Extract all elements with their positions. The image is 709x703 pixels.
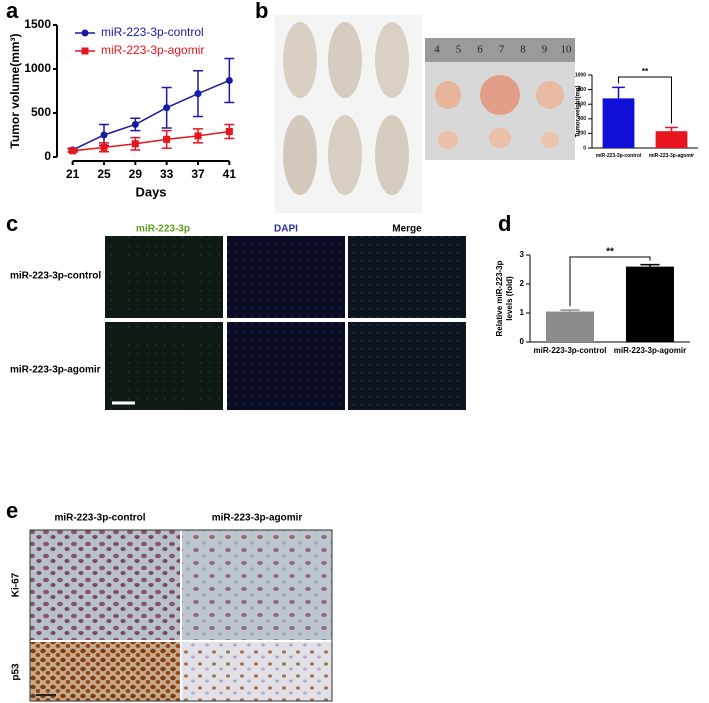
panel-label: c [6,211,18,236]
y-tick-label: 0 [583,145,586,151]
series-line [72,130,230,152]
significance-bracket [569,256,651,307]
y-axis-label: levels (fold) [505,276,514,321]
y-tick-label: 1000 [575,72,586,78]
row-label: p53 [11,663,22,681]
column-header: DAPI [274,224,298,235]
y-tick-label: 600 [578,102,587,108]
row-label: miR-223-3p-agomir [10,365,101,376]
point [100,131,108,139]
significance-label: ** [606,247,614,258]
x-tick-label: 33 [160,167,174,181]
micrograph [30,642,180,701]
y-tick-label: 1500 [24,17,51,31]
micrograph [227,236,345,318]
point [194,132,202,140]
panel-label: b [255,0,268,23]
ruler-number: 9 [542,44,548,56]
x-tick-label: 21 [66,167,80,181]
point [163,104,171,112]
micrograph [182,642,332,701]
x-tick-label: miR-223-3p-control [534,346,607,355]
micrograph [30,530,180,640]
image-frame [29,529,333,702]
micrograph [227,322,345,410]
ruler-number: 10 [561,44,573,56]
error-bar [560,309,580,313]
x-tick-label: 37 [191,167,205,181]
ruler-number: 7 [499,44,505,56]
point [131,140,139,148]
column-header: miR-223-3p [136,224,190,235]
significance-bracket [618,76,672,124]
panel-label: d [498,211,511,236]
y-tick-label: 1 [520,308,525,317]
bar [626,266,674,342]
error-bar [640,263,660,269]
error-bar [612,86,625,110]
x-tick-label: 41 [223,167,237,181]
ruler-number: 6 [477,44,483,56]
micrograph [348,236,466,318]
point [163,135,171,143]
point [131,120,139,128]
legend-marker [81,47,89,55]
point [225,127,233,135]
y-tick-label: 0 [520,337,525,346]
column-header: miR-223-3p-agomir [212,513,303,524]
series-line [72,79,230,151]
ruler-number: 4 [434,44,440,56]
micrograph [348,322,466,410]
x-tick-label: miR-223-3p-agomir [614,346,686,355]
y-tick-label: 800 [578,87,587,93]
panel-label: a [6,0,19,23]
point [194,90,202,98]
y-tick-label: 200 [578,131,587,137]
y-axis-label: Tumor weight(mg) [576,86,582,138]
ruler-number: 8 [520,44,526,56]
y-axis-label: Relative miR-223-3p [495,260,504,336]
tumor-photo [425,38,575,160]
legend-marker [81,29,89,37]
y-axis-label: Tumor volume(mm³) [8,33,22,148]
error-bar [665,126,678,135]
x-tick-label: 25 [97,167,111,181]
bar [655,131,688,148]
x-tick-label: miR-223-3p-control [596,153,642,159]
row-label: Ki-67 [11,572,22,597]
row-label: miR-223-3p-control [10,271,101,282]
x-tick-label: 29 [129,167,143,181]
y-tick-label: 0 [44,149,51,163]
bar [546,311,594,342]
y-tick-label: 400 [578,116,587,122]
micrograph [105,322,223,410]
column-header: Merge [392,224,422,235]
y-tick-label: 1000 [24,61,51,75]
ruler-number: 5 [456,44,462,56]
panel-label: e [6,498,18,523]
column-header: miR-223-3p-control [54,513,145,524]
y-tick-label: 3 [520,250,525,259]
point [69,147,77,155]
y-tick-label: 2 [520,279,525,288]
x-axis-label: Days [135,184,166,199]
micrograph [182,530,332,640]
mice-photo [275,15,422,213]
point [225,76,233,84]
x-tick-label: miR-223-3p-agomir [649,153,694,159]
legend-label: miR-223-3p-control [101,25,204,39]
point [100,143,108,151]
y-tick-label: 500 [31,105,51,119]
significance-label: ** [642,67,649,76]
micrograph [105,236,223,318]
legend-label: miR-223-3p-agomir [101,43,204,57]
